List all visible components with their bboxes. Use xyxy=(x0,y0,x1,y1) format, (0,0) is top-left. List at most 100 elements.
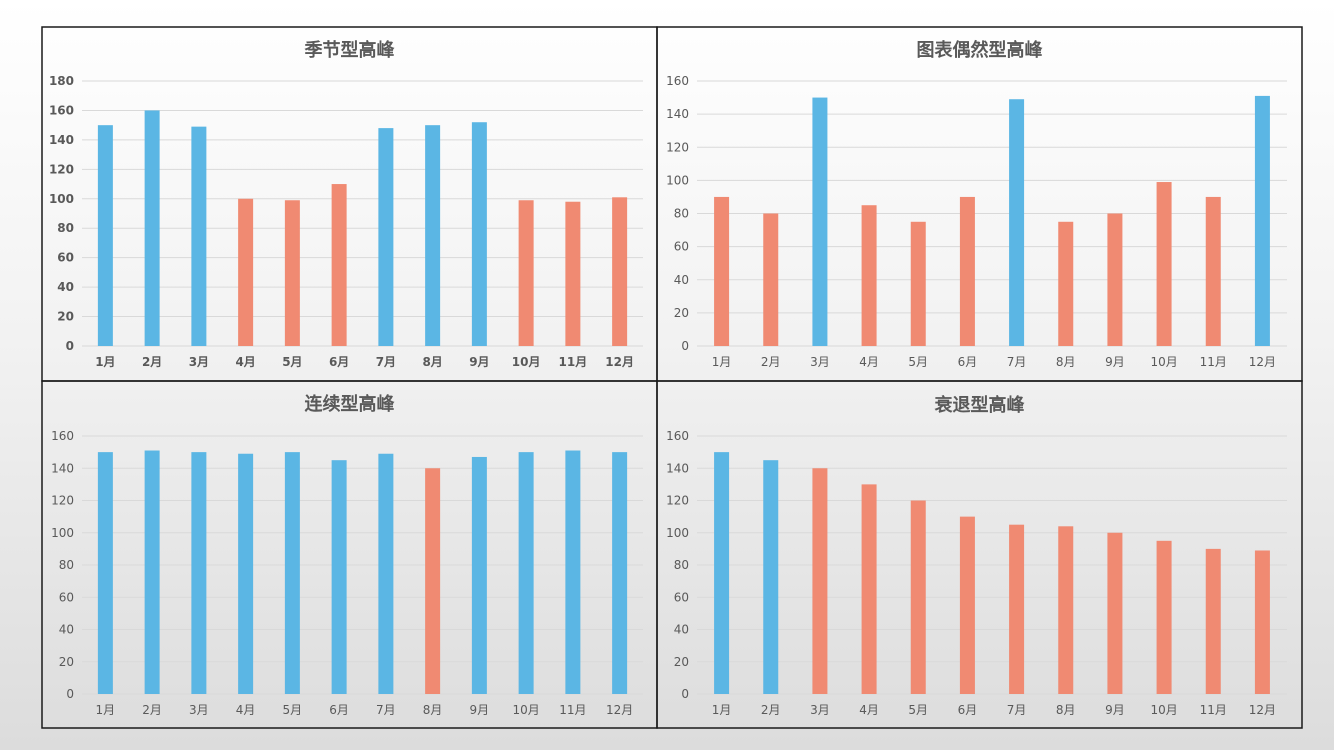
x-tick-label: 10月 xyxy=(512,355,541,369)
bar-10月 xyxy=(1156,182,1172,346)
y-tick-label: 0 xyxy=(681,687,689,701)
y-tick-label: 160 xyxy=(51,429,74,443)
bar-9月 xyxy=(1107,532,1123,694)
bar-7月 xyxy=(378,128,394,346)
bar-5月 xyxy=(910,221,926,346)
bar-9月 xyxy=(1107,213,1123,346)
x-tick-label: 7月 xyxy=(376,703,396,717)
x-tick-label: 7月 xyxy=(376,355,396,369)
y-tick-label: 20 xyxy=(674,655,689,669)
bar-3月 xyxy=(191,126,207,346)
y-tick-label: 80 xyxy=(674,558,689,572)
x-tick-label: 4月 xyxy=(859,703,879,717)
x-tick-label: 5月 xyxy=(283,703,303,717)
x-tick-label: 11月 xyxy=(559,703,586,717)
x-tick-label: 6月 xyxy=(329,355,349,369)
x-tick-label: 12月 xyxy=(1249,355,1276,369)
y-tick-label: 0 xyxy=(66,339,74,353)
bar-12月 xyxy=(1254,550,1270,694)
y-tick-label: 140 xyxy=(666,461,689,475)
y-tick-label: 160 xyxy=(49,103,74,117)
bar-1月 xyxy=(714,196,730,346)
y-tick-label: 0 xyxy=(681,339,689,353)
y-tick-label: 60 xyxy=(674,240,689,254)
y-tick-label: 80 xyxy=(674,207,689,221)
x-tick-label: 8月 xyxy=(1056,355,1076,369)
bar-5月 xyxy=(284,452,300,694)
chart-panel-1: 季节型高峰 0 20 40 60 80 100 120 140 160 180 1月 2月 3月 4月 5月 6… xyxy=(41,26,658,382)
y-tick-label: 40 xyxy=(674,623,689,637)
y-tick-label: 120 xyxy=(51,494,74,508)
x-tick-label: 5月 xyxy=(282,355,302,369)
chart-frame xyxy=(656,26,1303,382)
chart-panel-2: 图表偶然型高峰 0 20 40 60 80 100 120 140 160 1月 2月 3月 4月 5月 6月… xyxy=(656,26,1303,382)
bar-10月 xyxy=(518,452,534,694)
y-tick-label: 100 xyxy=(666,173,689,187)
bar-2月 xyxy=(144,450,160,694)
bar-10月 xyxy=(518,200,534,346)
y-tick-label: 40 xyxy=(57,280,74,294)
y-tick-label: 20 xyxy=(59,655,74,669)
y-tick-label: 140 xyxy=(666,107,689,121)
x-tick-label: 4月 xyxy=(859,355,879,369)
x-tick-label: 4月 xyxy=(236,703,256,717)
y-tick-label: 120 xyxy=(666,140,689,154)
x-tick-label: 9月 xyxy=(1105,703,1125,717)
y-tick-label: 100 xyxy=(666,526,689,540)
x-tick-label: 11月 xyxy=(1200,355,1227,369)
bar-10月 xyxy=(1156,540,1172,694)
x-tick-label: 9月 xyxy=(469,355,489,369)
x-tick-label: 5月 xyxy=(908,355,928,369)
bar-6月 xyxy=(959,196,975,346)
bar-4月 xyxy=(238,198,254,346)
x-tick-label: 8月 xyxy=(422,355,442,369)
chart-frame xyxy=(656,380,1303,729)
chart-title: 季节型高峰 xyxy=(305,39,396,61)
y-tick-label: 180 xyxy=(49,74,74,88)
bar-1月 xyxy=(714,452,730,694)
x-tick-label: 4月 xyxy=(235,355,255,369)
y-tick-label: 60 xyxy=(57,251,74,265)
bar-2月 xyxy=(144,110,160,346)
y-tick-label: 140 xyxy=(49,133,74,147)
x-tick-label: 8月 xyxy=(423,703,443,717)
bar-11月 xyxy=(1205,548,1221,694)
x-tick-label: 2月 xyxy=(761,355,781,369)
chart-title: 图表偶然型高峰 xyxy=(917,39,1044,61)
bar-11月 xyxy=(565,450,581,694)
bar-2月 xyxy=(763,460,779,694)
y-tick-label: 0 xyxy=(66,687,74,701)
x-tick-label: 10月 xyxy=(1150,355,1177,369)
y-tick-label: 160 xyxy=(666,74,689,88)
bar-12月 xyxy=(612,452,628,694)
y-tick-label: 40 xyxy=(674,273,689,287)
x-tick-label: 3月 xyxy=(810,355,830,369)
chart-title: 衰退型高峰 xyxy=(934,394,1026,416)
bar-3月 xyxy=(191,452,207,694)
x-tick-label: 2月 xyxy=(761,703,781,717)
y-tick-label: 100 xyxy=(49,192,74,206)
y-tick-label: 80 xyxy=(59,558,74,572)
x-tick-label: 6月 xyxy=(329,703,349,717)
chart-panel-3: 连续型高峰 0 20 40 60 80 100 120 140 160 1月 2月 3月 4月 5月 6月 7月… xyxy=(41,380,658,729)
y-tick-label: 160 xyxy=(666,429,689,443)
x-tick-label: 2月 xyxy=(142,703,162,717)
bar-12月 xyxy=(612,197,628,346)
bar-1月 xyxy=(97,452,113,694)
bar-7月 xyxy=(1009,524,1025,694)
x-tick-label: 12月 xyxy=(606,703,633,717)
x-tick-label: 6月 xyxy=(958,355,978,369)
bar-12月 xyxy=(1254,95,1270,346)
x-tick-label: 7月 xyxy=(1007,703,1027,717)
x-tick-label: 2月 xyxy=(142,355,162,369)
bar-5月 xyxy=(284,200,300,346)
bar-9月 xyxy=(471,122,487,346)
x-tick-label: 3月 xyxy=(189,703,209,717)
x-tick-label: 10月 xyxy=(512,703,539,717)
y-tick-label: 120 xyxy=(666,494,689,508)
y-tick-label: 20 xyxy=(674,306,689,320)
bar-7月 xyxy=(1009,99,1025,346)
chart-title: 连续型高峰 xyxy=(305,393,396,415)
y-tick-label: 40 xyxy=(59,623,74,637)
